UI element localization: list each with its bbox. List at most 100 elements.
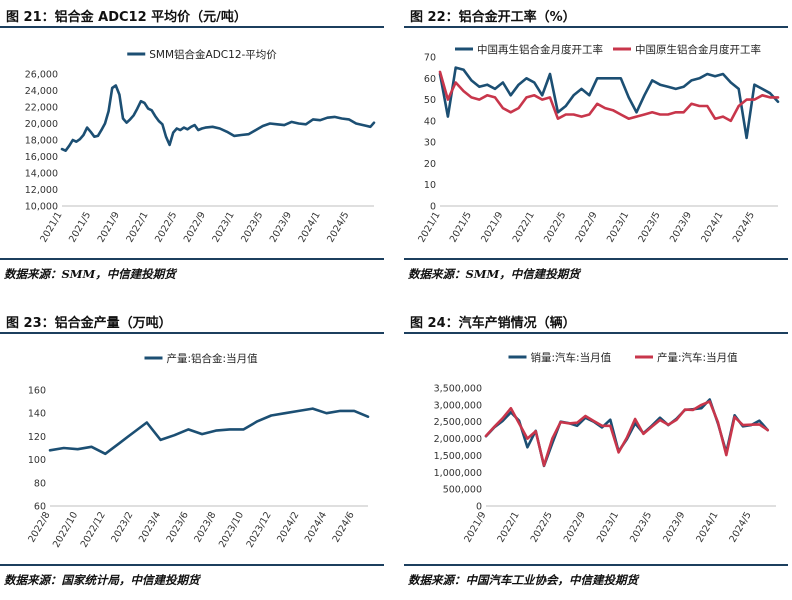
x-tick-label: 2023/9: [268, 210, 294, 244]
x-tick-label: 2024/5: [731, 210, 757, 244]
y-tick-label: 0: [430, 202, 436, 213]
y-tick-label: 2,000,000: [434, 434, 482, 445]
panel-adc12-price: 图 21：铝合金 ADC12 平均价（元/吨） 10,000 12,000 14,0…: [0, 0, 384, 294]
y-tick-label: 22,000: [25, 103, 58, 114]
x-tick-label: 2024/5: [728, 510, 754, 544]
x-tick-label: 2023/5: [239, 210, 265, 244]
y-tick-label: 3,500,000: [434, 384, 482, 395]
y-tick-label: 30: [424, 138, 436, 149]
series-line: [438, 70, 780, 123]
x-tick-label: 2021/9: [462, 510, 488, 544]
y-tick-label: 20,000: [25, 119, 58, 130]
x-tick-label: 2021/1: [38, 210, 64, 244]
y-tick-label: 80: [34, 478, 46, 489]
chart-title: 图 22：铝合金开工率（%）: [410, 10, 576, 25]
series-line: [484, 400, 770, 467]
y-tick-label: 12,000: [25, 185, 58, 196]
x-tick-label: 2021/1: [416, 210, 442, 244]
x-tick-label: 2024/5: [325, 210, 351, 244]
auto-sales-chart: 0 500,000 1,000,000 1,500,000 2,000,000 2,500…: [434, 351, 776, 544]
x-tick-label: 2023/9: [661, 510, 687, 544]
panel-auto-sales: 图 24：汽车产销情况（辆） 0 500,000 1,000,000 1,500,00…: [404, 306, 788, 600]
x-tick-label: 2024/2: [275, 510, 301, 544]
legend-label: 中国再生铝合金月度开工率: [477, 43, 603, 56]
title-rule: [0, 332, 384, 334]
x-tick-label: 2023/1: [605, 210, 631, 244]
y-tick-label: 14,000: [25, 169, 58, 180]
data-source: 数据来源：中国汽车工业协会，中信建投期货: [408, 573, 638, 587]
x-tick-label: 2022/9: [182, 210, 208, 244]
x-tick-label: 2022/8: [26, 510, 52, 544]
y-tick-label: 40: [424, 116, 436, 127]
x-tick-label: 2023/5: [636, 210, 662, 244]
x-tick-label: 2022/10: [51, 510, 80, 550]
x-tick-label: 2023/10: [217, 510, 246, 550]
x-tick-label: 2024/6: [331, 510, 357, 544]
y-tick-label: 26,000: [25, 70, 58, 81]
x-tick-label: 2024/1: [694, 510, 720, 544]
data-source: 数据来源：SMM，中信建投期货: [4, 267, 176, 281]
x-tick-label: 2022/9: [562, 510, 588, 544]
series-line: [48, 407, 370, 456]
x-tick-label: 2023/4: [137, 510, 163, 544]
y-tick-label: 1,000,000: [434, 468, 482, 479]
title-rule: [404, 26, 788, 28]
legend-label: SMM铝合金ADC12-平均价: [149, 48, 277, 61]
title-rule: [0, 26, 384, 28]
x-tick-label: 2022/9: [574, 210, 600, 244]
data-source: 数据来源：国家统计局，中信建投期货: [4, 573, 200, 587]
y-tick-label: 100: [28, 455, 46, 466]
x-tick-label: 2022/12: [79, 510, 108, 550]
legend-label: 产量:汽车:当月值: [657, 351, 738, 364]
x-tick-label: 2021/5: [67, 210, 93, 244]
y-tick-label: 3,000,000: [434, 400, 482, 411]
x-tick-label: 2022/1: [511, 210, 537, 244]
y-tick-label: 60: [424, 74, 436, 85]
x-tick-label: 2024/1: [297, 210, 323, 244]
y-tick-label: 24,000: [25, 86, 58, 97]
x-tick-label: 2023/1: [210, 210, 236, 244]
title-rule: [404, 332, 788, 334]
x-tick-label: 2021/5: [448, 210, 474, 244]
adc12-price-chart: 10,000 12,000 14,000 16,000 18,000 20,000 22,0…: [25, 48, 376, 244]
x-tick-label: 2023/1: [595, 510, 621, 544]
x-tick-label: 2024/1: [699, 210, 725, 244]
x-tick-label: 2021/9: [479, 210, 505, 244]
y-tick-label: 50: [424, 95, 436, 106]
y-tick-label: 1,500,000: [434, 451, 482, 462]
data-source: 数据来源：SMM，中信建投期货: [408, 267, 580, 281]
x-tick-label: 2022/5: [529, 510, 555, 544]
x-tick-label: 2022/5: [542, 210, 568, 244]
x-tick-label: 2023/6: [165, 510, 191, 544]
source-rule: [404, 258, 788, 260]
panel-operating-rate: 图 22：铝合金开工率（%） 0 10 20 30 40 50 60 70 2021/1 2021…: [404, 0, 788, 294]
x-tick-label: 2023/5: [628, 510, 654, 544]
legend-label: 销量:汽车:当月值: [531, 351, 612, 364]
series-line: [438, 66, 780, 140]
x-tick-label: 2021/9: [96, 210, 122, 244]
y-tick-label: 0: [476, 502, 482, 513]
source-rule: [0, 564, 384, 566]
y-tick-label: 10,000: [25, 202, 58, 213]
source-rule: [404, 564, 788, 566]
y-tick-label: 140: [28, 409, 46, 420]
y-tick-label: 70: [424, 53, 436, 64]
y-tick-label: 20: [424, 159, 436, 170]
x-tick-label: 2022/1: [496, 510, 522, 544]
chart-title: 图 23：铝合金产量（万吨）: [6, 316, 172, 331]
y-tick-label: 10: [424, 180, 436, 191]
y-tick-label: 60: [34, 502, 46, 513]
legend-label: 中国原生铝合金月度开工率: [635, 43, 761, 56]
x-tick-label: 2024/4: [303, 510, 329, 544]
x-tick-label: 2023/9: [668, 210, 694, 244]
source-rule: [0, 258, 384, 260]
x-tick-label: 2022/5: [153, 210, 179, 244]
y-tick-label: 120: [28, 432, 46, 443]
chart-title: 图 21：铝合金 ADC12 平均价（元/吨）: [6, 10, 247, 25]
chart-title: 图 24：汽车产销情况（辆）: [410, 316, 576, 331]
x-tick-label: 2023/2: [109, 510, 135, 544]
panel-alloy-output: 图 23：铝合金产量（万吨） 60 80 100 120 140 160 2022/8 202…: [0, 306, 384, 600]
x-tick-label: 2023/8: [192, 510, 218, 544]
x-tick-label: 2023/12: [245, 510, 274, 550]
